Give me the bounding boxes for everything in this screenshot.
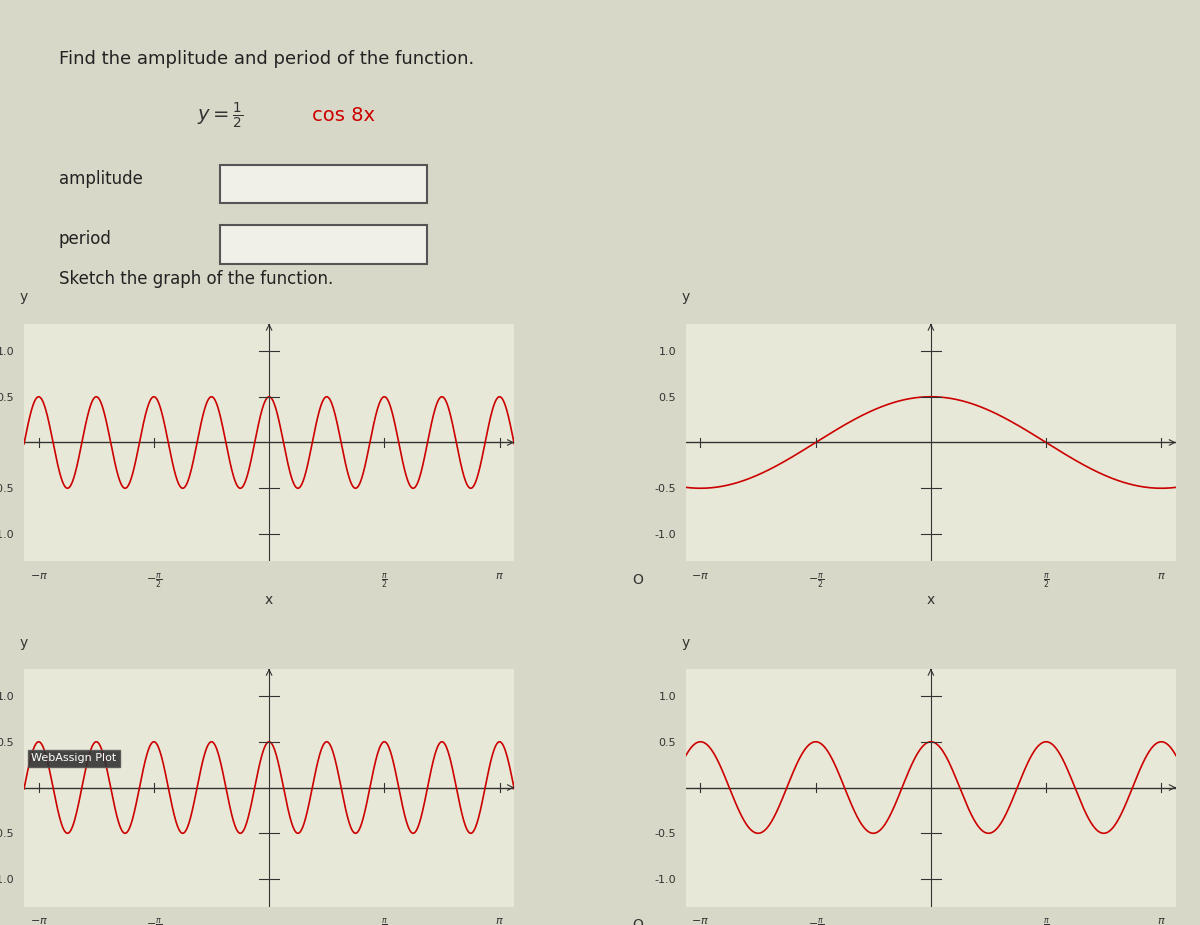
Text: Find the amplitude and period of the function.: Find the amplitude and period of the fun…: [59, 50, 474, 68]
Text: WebAssign Plot: WebAssign Plot: [31, 753, 116, 763]
Text: $y = \frac{1}{2}$: $y = \frac{1}{2}$: [197, 101, 244, 130]
Text: cos 8x: cos 8x: [312, 106, 374, 125]
X-axis label: x: x: [926, 593, 935, 607]
Text: amplitude: amplitude: [59, 169, 143, 188]
Text: O: O: [632, 918, 643, 925]
Text: period: period: [59, 230, 112, 248]
Text: Sketch the graph of the function.: Sketch the graph of the function.: [59, 270, 332, 289]
FancyBboxPatch shape: [220, 226, 427, 264]
Text: y: y: [682, 635, 690, 649]
FancyBboxPatch shape: [220, 165, 427, 204]
X-axis label: x: x: [265, 593, 274, 607]
Text: O: O: [632, 573, 643, 587]
Text: y: y: [20, 635, 28, 649]
Text: y: y: [20, 290, 28, 304]
Text: y: y: [682, 290, 690, 304]
